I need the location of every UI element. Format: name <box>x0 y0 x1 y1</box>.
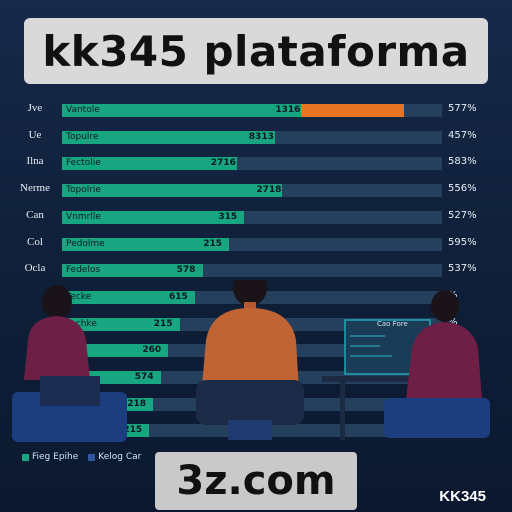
bar-value: 1316 <box>275 105 301 115</box>
row-label: Ue <box>28 128 42 141</box>
bar-track: Topolrie 2718 <box>62 184 442 198</box>
bar-value: 215 <box>203 238 222 249</box>
bar-track: Vnmrlle 315 <box>62 210 442 224</box>
bar-value: 574 <box>134 372 154 382</box>
bar-value: 218 <box>127 398 146 409</box>
bar-label: Fedelos <box>66 265 101 276</box>
chart-row: Ocla Fedelos 578 537% <box>0 260 512 280</box>
bar: Pedolme <box>62 237 230 251</box>
bar: Vnmrlle <box>62 210 245 224</box>
chart-legend: Fieg Epihe Kelog Car <box>22 452 141 462</box>
bar-label: Vantole <box>66 105 100 115</box>
monitor-text: Cao Fore <box>377 320 408 328</box>
bar-track: Fedelos 578 <box>62 264 442 278</box>
bar-value: 615 <box>169 291 188 302</box>
chart-row: Can Vnmrlle 315 527% <box>0 207 512 227</box>
bar-value: 578 <box>176 265 196 276</box>
row-percent: 583% <box>448 156 477 168</box>
bar-track: Vantole 1316 <box>62 104 442 117</box>
legend-label: Fieg Epihe <box>32 452 79 462</box>
bar-value: 2718 <box>256 185 282 196</box>
bar: Yecke <box>62 290 195 304</box>
row-percent: 577% <box>448 103 477 114</box>
chart-row: Ilna Fectolie 2716 583% <box>0 153 512 173</box>
bar-track: Pedolme 215 <box>62 237 442 251</box>
legend-item: Fieg Epihe <box>22 452 78 462</box>
center-person-figure <box>196 280 304 440</box>
row-label: Can <box>26 208 44 221</box>
bar-track: Topulre 8313 <box>62 130 442 144</box>
bar-label: Topolrie <box>66 185 101 196</box>
chart-row: Nerme Topolrie 2718 556% <box>0 180 512 200</box>
bar-label: Fectolie <box>66 158 101 169</box>
row-percent: 595% <box>448 236 477 248</box>
bar: Vantole <box>62 104 302 117</box>
right-person-figure <box>384 290 490 438</box>
bar-value: 215 <box>123 425 143 436</box>
legend-swatch <box>22 453 29 461</box>
row-label: Col <box>27 235 43 248</box>
legend-item: Kelog Car <box>88 452 141 462</box>
row-label: Ilna <box>26 155 44 168</box>
domain-banner: 3z.com <box>155 452 357 510</box>
chart-row: Ue Topulre 8313 457% <box>0 127 512 147</box>
bar: Fectolie <box>62 157 237 171</box>
bar-label: Yechke <box>66 318 97 329</box>
bar-label: Topulre <box>66 131 99 142</box>
bar-value: 8313 <box>248 131 274 142</box>
page-title: kk345 plataforma <box>42 26 470 76</box>
row-percent: % <box>448 316 458 328</box>
title-banner: kk345 plataforma <box>24 18 488 84</box>
left-person-figure <box>12 285 127 442</box>
bar-value: 260 <box>142 345 162 356</box>
bar: Yechke <box>62 317 180 331</box>
bar-value: 2716 <box>210 158 236 169</box>
bar-label: Pedolme <box>66 238 105 249</box>
row-percent: 457% <box>448 129 477 141</box>
bar: Fedelos <box>62 264 203 278</box>
chart-row: Col Pedolme 215 595% <box>0 234 512 254</box>
brand-mark: KK345 <box>439 488 486 505</box>
legend-label: Kelog Car <box>98 452 142 462</box>
domain-text: 3z.com <box>176 458 336 504</box>
bar: Topulre <box>62 130 275 144</box>
chart-row: Jve Vantole 1316 577% <box>0 100 512 120</box>
row-percent: 556% <box>448 183 477 195</box>
bar-label: Vnmrlle <box>66 211 101 222</box>
row-label: Nerme <box>20 182 50 195</box>
bar-accent <box>301 104 404 117</box>
bar-value: 215 <box>153 318 173 329</box>
bar-track: Fectolie 2716 <box>62 157 442 171</box>
row-percent: 537% <box>448 263 477 275</box>
row-label: Ocla <box>24 262 46 275</box>
bar-value: 315 <box>218 211 238 222</box>
row-percent: 527% <box>448 209 477 221</box>
bar-label: Yecke <box>66 291 92 302</box>
legend-swatch <box>88 453 96 461</box>
bar: Topolrie <box>62 184 283 198</box>
people-illustration: Cao Fore <box>12 280 490 442</box>
row-label: Jve <box>27 102 43 114</box>
